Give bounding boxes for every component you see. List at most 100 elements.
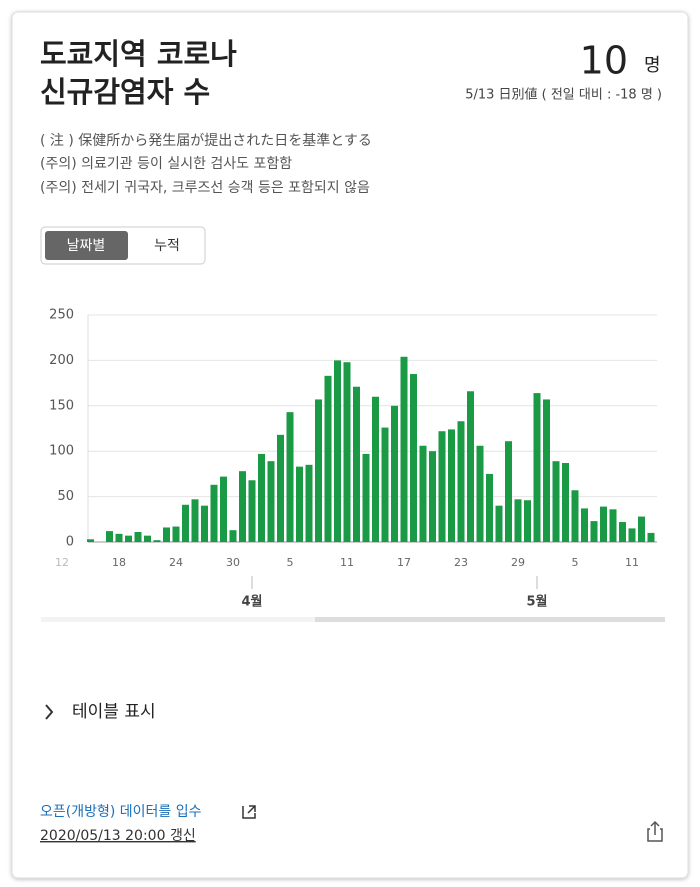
bar	[429, 451, 436, 542]
bar	[144, 535, 151, 542]
bar	[201, 505, 208, 542]
bar	[495, 505, 503, 542]
x-tick-label: 17	[397, 556, 411, 569]
x-tick-label: 11	[340, 556, 354, 569]
bar	[334, 360, 341, 542]
bar	[106, 531, 113, 542]
y-tick-label: 50	[57, 489, 74, 504]
x-tick-label: 23	[454, 556, 468, 569]
y-tick-label: 100	[49, 444, 74, 459]
bar	[153, 540, 161, 542]
chart: 0 50 100 150 200 250 12 18 24 30 5 11 17 23 29 5 11 4월 5월	[49, 308, 657, 610]
x-tick-label: 12	[55, 556, 69, 569]
bar	[419, 445, 427, 542]
y-tick-label: 150	[49, 398, 74, 413]
bar	[628, 528, 636, 542]
bar	[296, 466, 303, 542]
bar	[191, 499, 199, 542]
open-data-link[interactable]: 오픈(개방형) 데이터를 입수	[40, 804, 202, 820]
bar	[590, 521, 598, 542]
bar	[305, 464, 313, 542]
bar	[324, 375, 332, 542]
table-toggle[interactable]: 테이블 표시	[72, 702, 156, 722]
y-tick-label: 200	[49, 353, 74, 368]
bar	[571, 490, 579, 542]
bar	[182, 504, 189, 542]
bar	[125, 535, 132, 542]
scroll-track	[41, 617, 315, 622]
bar	[552, 461, 560, 542]
bar	[400, 356, 408, 542]
month-label: 4월	[241, 594, 262, 610]
bar	[457, 421, 465, 542]
bar	[163, 527, 170, 542]
toggle-selected[interactable]	[45, 231, 128, 260]
x-tick-label: 30	[226, 556, 240, 569]
bar	[248, 480, 256, 542]
bar	[258, 453, 265, 542]
bar	[562, 463, 569, 542]
bar	[362, 453, 370, 542]
x-tick-label: 18	[112, 556, 126, 569]
note: (주의) 의료기관 등이 실시한 검사도 포함함	[40, 156, 292, 172]
toggle-option[interactable]: 날짜별	[67, 238, 106, 254]
bar	[543, 399, 550, 542]
unit: 명	[644, 55, 661, 76]
x-tick-label: 11	[625, 556, 639, 569]
bar	[172, 526, 180, 542]
bar	[609, 509, 617, 542]
bar	[315, 399, 322, 542]
bar	[638, 516, 645, 542]
bar	[229, 530, 237, 542]
bar	[277, 434, 284, 542]
note: ( 注 ) 保健所から発生届が提出された日を基準とする	[40, 132, 372, 149]
bar	[410, 374, 417, 542]
bar	[210, 484, 218, 542]
bar	[267, 461, 275, 542]
bar	[343, 362, 351, 542]
bar	[134, 532, 142, 542]
chevron[interactable]	[45, 704, 54, 720]
month-label: 5월	[526, 594, 547, 610]
bar	[647, 532, 655, 542]
updated: 2020/05/13 20:00 갱신	[40, 828, 196, 844]
bar	[514, 499, 522, 542]
bar	[486, 473, 493, 542]
bar	[115, 533, 123, 542]
date-note: 5/13 日別値 ( 전일 대비 : -18 명 )	[465, 87, 662, 103]
bar	[524, 500, 531, 542]
bar	[438, 431, 446, 542]
bar	[391, 405, 398, 542]
bar	[619, 522, 626, 542]
bar	[467, 391, 474, 542]
x-tick-label: 5	[572, 556, 579, 569]
x-tick-label: 24	[169, 556, 183, 569]
share-icon[interactable]	[647, 820, 663, 842]
toggle-option[interactable]: 누적	[154, 238, 180, 254]
y-tick-label: 0	[66, 535, 74, 550]
bar	[286, 412, 294, 542]
count: 10	[580, 39, 628, 83]
external-icon	[242, 805, 256, 819]
bar	[353, 386, 360, 542]
bar	[381, 427, 389, 542]
bar	[448, 429, 455, 542]
bar	[581, 508, 588, 542]
bar	[505, 441, 512, 542]
x-tick-label: 29	[511, 556, 525, 569]
title: 신규감염자 수	[40, 75, 210, 109]
bar	[533, 393, 541, 542]
note: (주의) 전세기 귀국자, 크루즈선 승객 등은 포함되지 않음	[40, 180, 370, 196]
bar	[220, 476, 227, 542]
bar	[600, 506, 607, 542]
bar	[372, 396, 379, 542]
bar	[239, 471, 246, 542]
bar	[87, 539, 94, 542]
scroll-thumb[interactable]	[315, 617, 665, 622]
title: 도쿄지역 코로나	[40, 37, 237, 71]
y-tick-label: 250	[49, 308, 74, 323]
bar	[476, 445, 484, 542]
x-tick-label: 5	[287, 556, 294, 569]
